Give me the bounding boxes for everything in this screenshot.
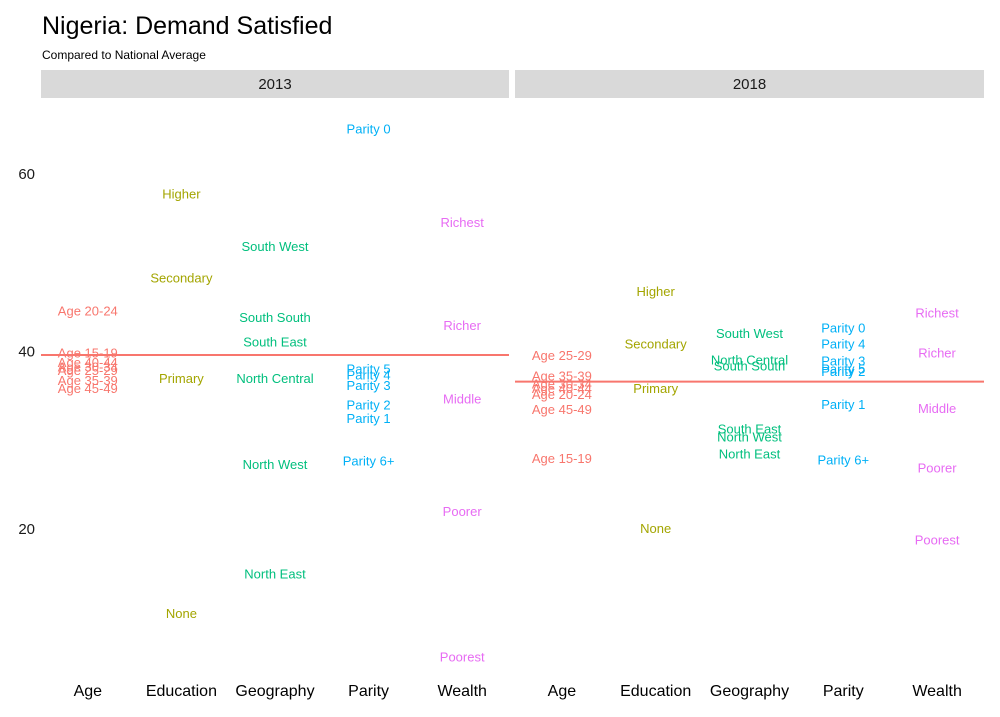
x-tick-label: Education — [146, 683, 217, 700]
data-point-label: North Central — [711, 352, 788, 367]
data-point-label: Parity 1 — [347, 411, 391, 426]
x-tick-label: Age — [74, 683, 103, 700]
data-point-label: Secondary — [150, 271, 213, 286]
data-point-label: Parity 3 — [821, 353, 865, 368]
data-point-label: North West — [243, 457, 308, 472]
data-point-label: Age 30-34 — [532, 376, 592, 391]
data-point-label: Richest — [441, 215, 485, 230]
data-point-label: Parity 1 — [821, 397, 865, 412]
data-point-label: Poorer — [443, 504, 483, 519]
facet-strip-label: 2018 — [733, 76, 766, 93]
chart-panels: 2013 Age Education Geography Parity Wealth Age… — [41, 70, 984, 700]
data-point-label: South West — [242, 239, 309, 254]
data-point-label: None — [166, 606, 197, 621]
data-point-label: Age 35-39 — [58, 373, 118, 388]
data-point-label: Parity 0 — [821, 320, 865, 335]
x-tick-label: Age — [548, 683, 577, 700]
data-point-label: South East — [718, 422, 782, 437]
data-point-label: Parity 2 — [821, 364, 865, 379]
data-point-label: Age 40-44 — [532, 381, 592, 396]
data-point-label: Higher — [162, 186, 201, 201]
y-tick-label: 20 — [18, 521, 35, 538]
data-point-label: Age 25-29 — [532, 348, 592, 363]
data-point-label: Richer — [443, 318, 481, 333]
data-point-label: Parity 4 — [347, 367, 391, 382]
data-point-label: Richest — [915, 305, 959, 320]
y-axis: 20 40 60 — [18, 166, 35, 538]
x-tick-label: Wealth — [912, 683, 962, 700]
data-point-label: Middle — [443, 391, 481, 406]
data-point-label: Parity 3 — [347, 378, 391, 393]
data-point-label: Primary — [633, 381, 678, 396]
x-tick-label: Geography — [235, 683, 314, 700]
data-point-label: Parity 5 — [821, 361, 865, 376]
data-point-label: Age 15-19 — [532, 451, 592, 466]
data-point-label: North Central — [236, 371, 313, 386]
panel-2013: 2013 Age Education Geography Parity Wealth Age… — [41, 70, 509, 700]
chart-subtitle: Compared to National Average — [42, 48, 206, 62]
data-point-label: Age 25-29 — [58, 363, 118, 378]
chart-title: Nigeria: Demand Satisfied — [42, 12, 332, 40]
data-point-label: South South — [714, 359, 786, 374]
data-point-label: Middle — [918, 401, 956, 416]
data-point-label: North East — [244, 566, 306, 581]
x-tick-label: Parity — [823, 683, 864, 700]
data-point-label: Parity 6+ — [817, 453, 869, 468]
data-point-label: Poorer — [918, 461, 958, 476]
facet-strip — [41, 70, 509, 98]
data-point-label: North East — [719, 446, 781, 461]
data-point-label: South East — [243, 335, 307, 350]
x-tick-label: Wealth — [437, 683, 487, 700]
data-point-label: South South — [239, 310, 311, 325]
data-point-label: Richer — [918, 345, 956, 360]
data-point-label: Parity 2 — [347, 398, 391, 413]
data-point-label: South West — [716, 326, 783, 341]
data-point-label: North West — [717, 430, 782, 445]
data-point-label: None — [640, 521, 671, 536]
y-tick-label: 60 — [18, 166, 35, 183]
data-point-label: Age 40-44 — [58, 355, 118, 370]
data-point-label: Higher — [637, 284, 676, 299]
data-point-label: Age 35-39 — [532, 368, 592, 383]
data-point-label: Poorest — [915, 533, 960, 548]
data-point-label: Parity 6+ — [343, 454, 395, 469]
data-point-label: Poorest — [440, 650, 485, 665]
panel-2018: 2018 Age Education Geography Parity Wealth Age… — [515, 70, 984, 700]
data-point-label: Age 20-24 — [58, 304, 118, 319]
x-tick-label: Geography — [710, 683, 789, 700]
x-tick-label: Parity — [348, 683, 389, 700]
data-point-label: Parity 5 — [347, 361, 391, 376]
data-point-label: Age 30-34 — [58, 359, 118, 374]
data-point-label: Age 15-19 — [58, 345, 118, 360]
y-tick-label: 40 — [18, 344, 35, 361]
x-tick-label: Education — [620, 683, 691, 700]
data-point-label: Age 45-49 — [58, 381, 118, 396]
facet-strip-label: 2013 — [258, 76, 291, 93]
data-point-label: Parity 0 — [347, 122, 391, 137]
data-point-label: Age 20-24 — [532, 387, 592, 402]
data-point-label: Parity 4 — [821, 336, 865, 351]
data-point-label: Primary — [159, 371, 204, 386]
data-point-label: Secondary — [625, 336, 688, 351]
data-point-label: Age 45-49 — [532, 402, 592, 417]
facet-strip — [515, 70, 984, 98]
